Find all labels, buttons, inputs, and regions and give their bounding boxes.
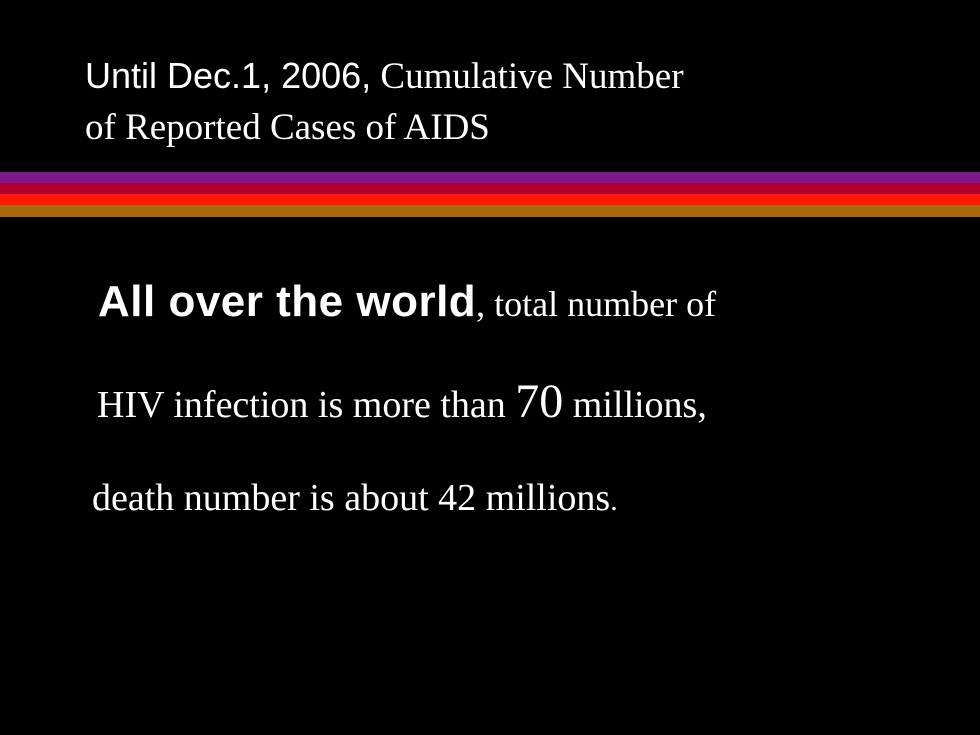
text: death number is about 42 millions [92,477,611,519]
stripe [0,183,980,194]
body-line-3: death number is about 42 millions. [92,470,618,529]
text: millions, [572,384,707,426]
body-line-2: HIV infection is more than 70 millions, [97,374,707,433]
title-line-1: Until Dec.1, 2006, Cumulative Number [85,54,684,99]
title-date: Until Dec.1, 2006, [85,55,372,96]
title-text: Cumulative Number [380,56,684,97]
stripe [0,205,980,217]
body-line-1: All over the world, total number of [98,274,716,332]
text: HIV infection is more than [97,384,506,426]
text: , total number of [476,284,717,324]
period: . [610,484,618,517]
stripe [0,194,980,205]
number: 70 [515,375,564,428]
title-line-2: of Reported Cases of AIDS [85,107,490,148]
emphasis: All over the world [98,277,477,326]
stripe [0,172,980,183]
